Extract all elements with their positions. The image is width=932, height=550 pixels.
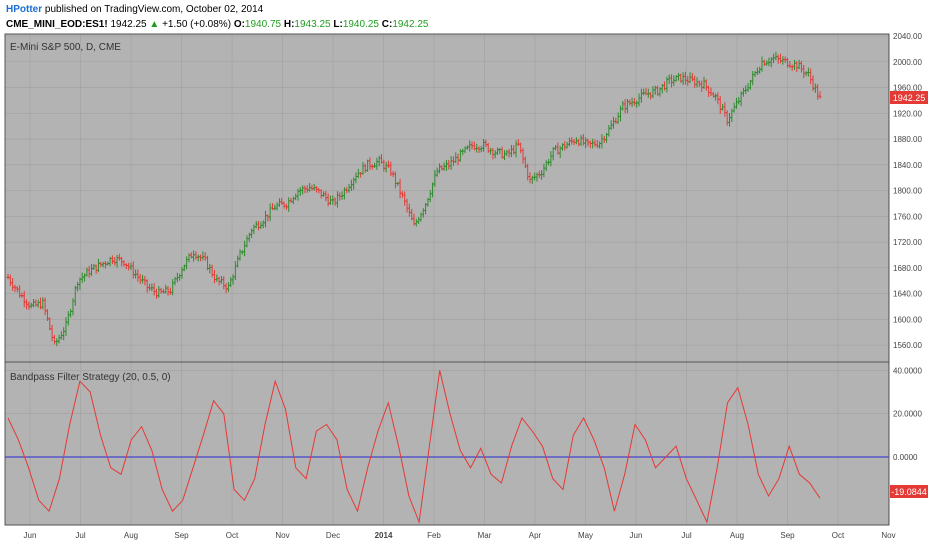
price-tick-label: 1600.00 <box>893 315 922 324</box>
indicator-axis: 40.0000 20.0000 0.0000 <box>893 366 922 462</box>
time-tick-label: Mar <box>478 531 492 540</box>
time-tick-label: 2014 <box>375 531 393 540</box>
price-tick-label: 1560.00 <box>893 341 922 350</box>
price-tick-label: 1760.00 <box>893 212 922 221</box>
indicator-pane-title: Bandpass Filter Strategy (20, 0.5, 0) <box>10 372 171 383</box>
time-tick-label: Oct <box>832 531 845 540</box>
last-indicator-tag: -19.0844 <box>890 485 928 498</box>
bandpass-line <box>7 370 821 524</box>
time-tick-label: Feb <box>427 531 441 540</box>
close-value: 1942.25 <box>392 19 429 30</box>
price-pane-title: E-Mini S&P 500, D, CME <box>10 42 121 53</box>
time-tick-label: Jul <box>75 531 85 540</box>
time-tick-label: Jun <box>24 531 37 540</box>
indicator-tick-label: 40.0000 <box>893 366 922 375</box>
time-tick-label: Sep <box>174 531 189 540</box>
time-tick-label: Dec <box>326 531 340 540</box>
price-axis: 1560.00 1600.00 1640.00 1680.00 1720.00 1760.… <box>893 32 922 350</box>
price-tick-label: 1840.00 <box>893 161 922 170</box>
last-price-label: 1942.25 <box>893 93 926 103</box>
price-tick-label: 1680.00 <box>893 264 922 273</box>
close-label: C: <box>381 19 393 30</box>
price-bar <box>818 91 822 99</box>
open-value: 1940.75 <box>244 19 282 30</box>
symbol-name[interactable]: CME_MINI_EOD:ES1! <box>6 19 108 30</box>
low-value: 1940.25 <box>342 19 379 30</box>
price-tick-label: 1720.00 <box>893 238 922 247</box>
price-tick-label: 2000.00 <box>893 58 922 67</box>
chart-frame <box>4 33 890 526</box>
price-pane-bg <box>5 34 889 362</box>
published-text: published on TradingView.com, October 02… <box>44 4 264 15</box>
time-tick-label: Sep <box>780 531 795 540</box>
author-link[interactable]: HPotter <box>6 4 43 15</box>
chart-header: HPotter published on TradingView.com, Oc… <box>6 2 926 32</box>
high-value: 1943.25 <box>294 19 331 30</box>
time-tick-label: Apr <box>529 531 542 540</box>
price-tick-label: 1960.00 <box>893 84 922 93</box>
indicator-tick-label: 0.0000 <box>893 453 918 462</box>
price-tick-label: 1800.00 <box>893 187 922 196</box>
publish-line: HPotter published on TradingView.com, Oc… <box>6 4 263 15</box>
high-label: H: <box>283 19 295 30</box>
time-tick-label: Jun <box>630 531 643 540</box>
time-tick-label: Oct <box>226 531 239 540</box>
last-price: 1942.25 <box>110 19 147 30</box>
low-label: L: <box>333 19 343 30</box>
indicator-tick-label: 20.0000 <box>893 410 922 419</box>
up-arrow-icon: ▲ <box>149 19 160 30</box>
symbol-line: CME_MINI_EOD:ES1! 1942.25 ▲ +1.50 (+0.08… <box>6 19 428 30</box>
price-tick-label: 2040.00 <box>893 32 922 41</box>
price-change: +1.50 (+0.08%) <box>162 19 232 30</box>
price-tick-label: 1920.00 <box>893 109 922 118</box>
last-indicator-label: -19.0844 <box>891 487 927 497</box>
indicator-pane-bg <box>5 362 889 525</box>
time-tick-label: Aug <box>124 531 138 540</box>
time-tick-label: Aug <box>730 531 744 540</box>
price-tick-label: 1880.00 <box>893 135 922 144</box>
time-tick-label: Nov <box>881 531 895 540</box>
price-bars <box>6 51 822 347</box>
price-tick-label: 1640.00 <box>893 290 922 299</box>
last-price-tag: 1942.25 <box>890 91 928 104</box>
time-tick-label: Jul <box>681 531 691 540</box>
time-tick-label: May <box>578 531 593 540</box>
time-axis: Jun Jul Aug Sep Oct Nov Dec 2014 Feb Mar Apr May Jun… <box>24 531 896 540</box>
open-label: O: <box>233 19 245 30</box>
time-tick-label: Nov <box>275 531 289 540</box>
